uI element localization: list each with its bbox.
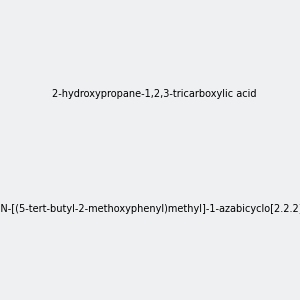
Text: 2-hydroxypropane-1,2,3-tricarboxylic acid: 2-hydroxypropane-1,2,3-tricarboxylic aci… [52,89,256,99]
Text: 2-benzhydryl-N-[(5-tert-butyl-2-methoxyphenyl)methyl]-1-azabicyclo[2.2.2]octan-3: 2-benzhydryl-N-[(5-tert-butyl-2-methoxyp… [0,204,300,214]
